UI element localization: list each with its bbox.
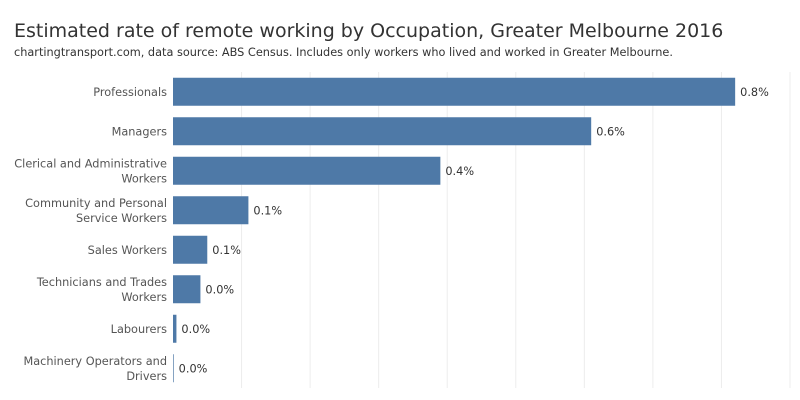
bar xyxy=(173,314,177,343)
value-label: 0.0% xyxy=(179,362,208,375)
chart-subtitle: chartingtransport.com, data source: ABS … xyxy=(14,46,673,59)
bar xyxy=(173,117,592,146)
bar xyxy=(173,156,441,185)
category-label: Sales Workers xyxy=(88,244,167,257)
category-label: Professionals xyxy=(93,86,167,99)
bar xyxy=(173,235,208,264)
category-label: Technicians and Trades xyxy=(36,276,167,289)
bar xyxy=(173,275,201,304)
chart-title: Estimated rate of remote working by Occu… xyxy=(14,20,724,42)
category-label: Service Workers xyxy=(76,212,167,225)
value-label: 0.6% xyxy=(596,125,625,138)
category-label: Drivers xyxy=(126,370,167,383)
value-label: 0.0% xyxy=(205,283,234,296)
category-label: Workers xyxy=(121,172,167,185)
value-label: 0.4% xyxy=(445,165,474,178)
category-label: Managers xyxy=(112,125,168,138)
category-label: Clerical and Administrative xyxy=(14,157,167,170)
labels: 0.8% Professionals 0.6% Managers 0.4% Clerica… xyxy=(14,86,769,383)
category-label: Labourers xyxy=(111,323,167,336)
value-label: 0.8% xyxy=(740,86,769,99)
bar xyxy=(173,77,736,106)
category-label: Community and Personal xyxy=(25,197,167,210)
bar xyxy=(173,354,174,383)
value-label: 0.1% xyxy=(212,244,241,257)
category-label: Workers xyxy=(121,291,167,304)
category-label: Machinery Operators and xyxy=(23,355,167,368)
value-label: 0.0% xyxy=(181,323,210,336)
bars xyxy=(173,77,736,383)
bar xyxy=(173,196,249,225)
value-label: 0.1% xyxy=(253,204,282,217)
